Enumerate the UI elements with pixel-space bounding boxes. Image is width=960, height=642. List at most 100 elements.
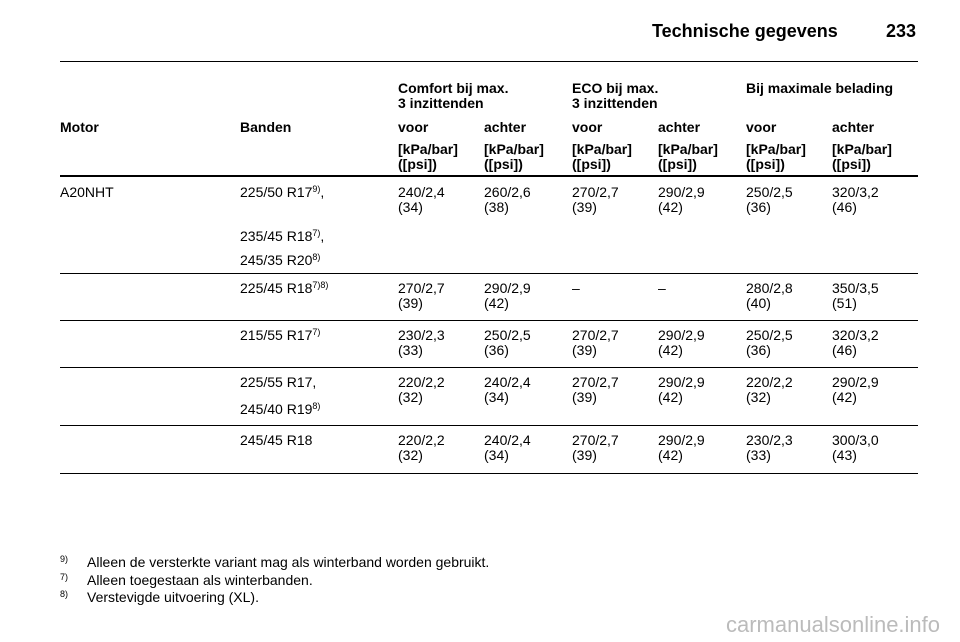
tyre: 225/50 R179),	[240, 184, 324, 201]
pressure: 250/2,5	[746, 327, 793, 343]
column-header: Motor	[60, 119, 99, 135]
column-header: achter	[658, 119, 701, 135]
column-header: voor	[572, 119, 603, 135]
tyre-suffix: ,	[320, 228, 325, 244]
pressure: (46)	[832, 199, 857, 215]
pressure: (42)	[484, 295, 509, 311]
pressure: 240/2,4	[484, 432, 531, 448]
rule	[60, 367, 918, 368]
pressure: 270/2,7	[572, 432, 619, 448]
tyre-size: 245/45 R18	[240, 432, 313, 448]
unit-header: ([psi])	[484, 156, 523, 172]
tyre-size: 225/50 R17	[240, 184, 313, 200]
pressure: 220/2,2	[398, 374, 445, 390]
pressure: (42)	[658, 342, 683, 358]
pressure: (34)	[398, 199, 423, 215]
pressure: (34)	[484, 389, 509, 405]
pressure: 280/2,8	[746, 280, 793, 296]
tyre: 215/55 R177)	[240, 327, 320, 344]
pressure: (36)	[484, 342, 509, 358]
tyre: 225/55 R17,	[240, 374, 316, 391]
pressure: 290/2,9	[484, 280, 531, 296]
unit-header: [kPa/bar]	[572, 141, 632, 157]
group-header: ECO bij max.	[572, 80, 659, 96]
pressure: 230/2,3	[398, 327, 445, 343]
pressure: (32)	[398, 447, 423, 463]
unit-header: [kPa/bar]	[658, 141, 718, 157]
unit-header: [kPa/bar]	[832, 141, 892, 157]
rule	[60, 61, 918, 62]
unit-header: ([psi])	[746, 156, 785, 172]
footnote-mark: 7)	[60, 571, 69, 582]
unit-header: [kPa/bar]	[746, 141, 806, 157]
pressure: 270/2,7	[572, 327, 619, 343]
tyre: 245/40 R198)	[240, 401, 320, 418]
pressure: (39)	[572, 447, 597, 463]
pressure: 250/2,5	[746, 184, 793, 200]
tyre: 235/45 R187),	[240, 228, 324, 245]
pressure: 270/2,7	[572, 184, 619, 200]
tyre-size: 225/55 R17,	[240, 374, 317, 390]
group-header: 3 inzittenden	[572, 95, 658, 111]
column-header: voor	[398, 119, 429, 135]
group-header: Comfort bij max.	[398, 80, 509, 96]
rule	[60, 473, 918, 474]
pressure: 320/3,2	[832, 327, 879, 343]
group-header: 3 inzittenden	[398, 95, 484, 111]
group-header: Bij maximale belading	[746, 80, 894, 96]
column-header: voor	[746, 119, 777, 135]
pressure: 290/2,9	[832, 374, 879, 390]
footnote-ref: 8)	[312, 252, 321, 262]
watermark: carmanualsonline.info	[726, 612, 941, 637]
pressure: (33)	[398, 342, 423, 358]
footnote-text: Alleen toegestaan als winterbanden.	[87, 571, 313, 588]
column-header: achter	[832, 119, 875, 135]
pressure: (38)	[484, 199, 509, 215]
pressure: 240/2,4	[484, 374, 531, 390]
pressure: (39)	[572, 389, 597, 405]
pressure: 220/2,2	[398, 432, 445, 448]
pressure: 270/2,7	[572, 374, 619, 390]
pressure: (46)	[832, 342, 857, 358]
page-number: 233	[886, 21, 917, 41]
footnote-text: Verstevigde uitvoering (XL).	[87, 589, 259, 605]
unit-header: [kPa/bar]	[398, 141, 458, 157]
footnote-ref: 7)	[312, 327, 321, 337]
rule	[60, 425, 918, 426]
pressure: (43)	[832, 447, 857, 463]
motor: A20NHT	[60, 184, 114, 200]
pressure: (39)	[398, 295, 423, 311]
unit-header: ([psi])	[832, 156, 871, 172]
pressure: 300/3,0	[832, 432, 879, 448]
pressure: 290/2,9	[658, 432, 705, 448]
pressure: 290/2,9	[658, 374, 705, 390]
column-header: achter	[484, 119, 527, 135]
unit-header: ([psi])	[572, 156, 611, 172]
unit-header: ([psi])	[398, 156, 437, 172]
tyre-suffix: ,	[320, 184, 325, 200]
pressure: 220/2,2	[746, 374, 793, 390]
pressure: –	[572, 280, 580, 296]
pressure: (39)	[572, 342, 597, 358]
footnote-ref: 7)	[312, 228, 321, 238]
header-title: Technische gegevens	[652, 21, 838, 41]
pressure: (40)	[746, 295, 771, 311]
pressure: 320/3,2	[832, 184, 879, 200]
unit-header: [kPa/bar]	[484, 141, 544, 157]
pressure: 260/2,6	[484, 184, 531, 200]
pressure: (42)	[658, 447, 683, 463]
tyre: 245/45 R18	[240, 432, 312, 449]
rule	[60, 273, 918, 274]
pressure: 230/2,3	[746, 432, 793, 448]
pressure: (39)	[572, 199, 597, 215]
footnote-mark: 9)	[60, 554, 69, 564]
rule	[60, 320, 918, 321]
unit-header: ([psi])	[658, 156, 697, 172]
rule	[60, 175, 918, 177]
pressure: –	[658, 280, 666, 296]
tyre: 225/45 R187)8)	[240, 280, 328, 297]
footnote-ref: 9)	[312, 184, 321, 194]
pressure: 290/2,9	[658, 327, 705, 343]
footnote-text: Alleen de versterkte variant mag als win…	[87, 554, 490, 570]
